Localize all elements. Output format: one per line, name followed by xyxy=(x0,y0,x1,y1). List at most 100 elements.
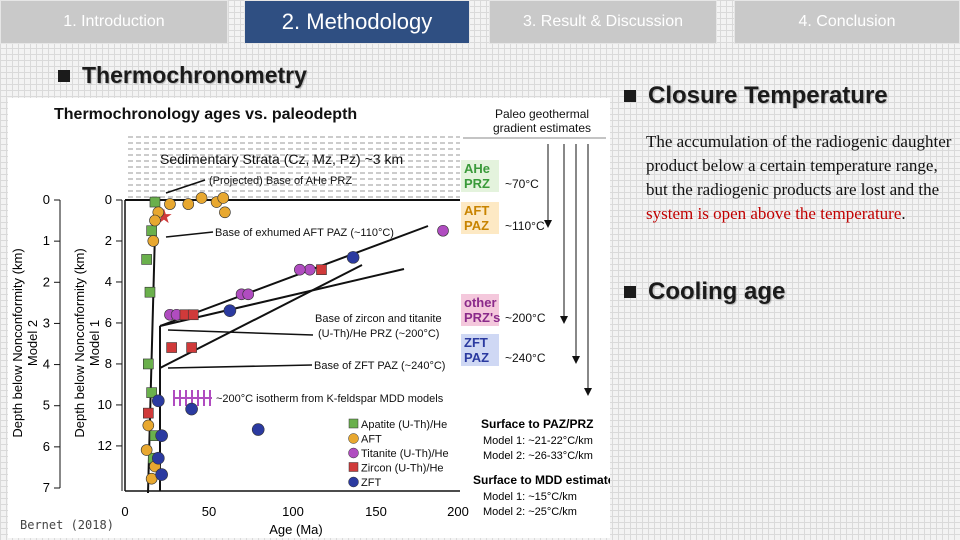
arrow-zircon-titanite xyxy=(167,329,314,336)
square-bullet-icon xyxy=(624,286,636,298)
data-point-titanite xyxy=(242,288,255,301)
legend-label: ZFT xyxy=(361,477,381,489)
arrow-ahe-prz xyxy=(165,179,206,194)
y-tick-label-model1: 10 xyxy=(98,397,112,412)
x-tick-label: 100 xyxy=(282,504,304,519)
annotation-ahe-prz: (Projected) Base of AHe PRZ xyxy=(209,175,352,187)
data-point-zfs xyxy=(223,304,237,317)
legend-swatch xyxy=(348,418,359,429)
data-point-zfs xyxy=(155,429,168,442)
data-point-zfs xyxy=(346,251,360,264)
y-axis-label-model1: Depth below Nonconformity (km) xyxy=(72,248,87,437)
zone-box xyxy=(461,334,499,366)
annotation-zft-paz: Base of ZFT PAZ (~240°C) xyxy=(314,360,445,372)
legend-label: Apatite (U-Th)/He xyxy=(361,419,447,431)
data-point-zfs xyxy=(152,394,165,408)
heading-text: Thermochronometry xyxy=(82,62,307,88)
zone-temperature: ~200°C xyxy=(505,311,546,325)
annotation-mdd: ~200°C isotherm from K-feldspar MDD mode… xyxy=(216,393,444,405)
data-point-aft xyxy=(217,192,230,204)
data-point-apatite xyxy=(143,358,154,370)
y-tick-label-model1: 8 xyxy=(105,356,112,371)
legend-label: Titanite (U-Th)/He xyxy=(361,448,449,460)
zone-label: PAZ xyxy=(464,350,489,365)
y-axis-label-model2: Depth below Nonconformity (km) xyxy=(10,248,25,437)
annotation-aft-paz: Base of exhumed AFT PAZ (~110°C) xyxy=(215,227,394,239)
zone-box xyxy=(461,202,499,234)
legend-swatch xyxy=(348,433,359,444)
y-tick-label-model1: 2 xyxy=(105,233,112,248)
surface-mdd-model2: Model 2: ~25°C/km xyxy=(483,506,577,518)
figure-title: Thermochronology ages vs. paleodepth xyxy=(54,106,357,123)
data-point-aft xyxy=(195,192,208,204)
data-point-titanite xyxy=(294,263,306,276)
zone-label: PRZ's xyxy=(464,310,500,325)
zone-label: AFT xyxy=(464,203,489,218)
zone-temperature: ~110°C xyxy=(505,219,545,233)
heading-text: Closure Temperature xyxy=(648,82,888,109)
section-heading-cooling-age: Cooling age xyxy=(624,278,785,306)
surface-paz-title: Surface to PAZ/PRZ xyxy=(481,417,593,431)
zone-label: AHe xyxy=(464,161,490,176)
legend-label: Zircon (U-Th)/He xyxy=(361,463,444,475)
zone-label: PAZ xyxy=(464,218,489,233)
surface-paz-model2: Model 2: ~26-33°C/km xyxy=(483,450,593,462)
x-tick-label: 0 xyxy=(121,504,128,519)
x-axis-label: Age (Ma) xyxy=(269,522,322,537)
data-points xyxy=(140,192,449,485)
closure-temperature-definition: The accumulation of the radiogenic daugh… xyxy=(646,130,956,226)
tab-result-discussion[interactable]: 3. Result & Discussion xyxy=(489,0,717,44)
legend-swatch xyxy=(348,462,359,472)
strata-label: Sedimentary Strata (Cz, Mz, Pz) ~3 km xyxy=(160,151,403,167)
y-tick-label-model1: 12 xyxy=(98,438,112,453)
x-tick-label: 150 xyxy=(365,504,387,519)
data-point-zircon xyxy=(187,309,199,321)
y-tick-label-model2: 6 xyxy=(43,439,50,454)
data-point-titanite xyxy=(304,263,316,276)
legend-label: AFT xyxy=(361,434,382,446)
y-ticks-model1: 0 2 4 6 8 10 12 xyxy=(98,192,123,491)
data-point-zfs xyxy=(251,423,265,436)
y-tick-label-model1: 0 xyxy=(105,192,112,207)
legend-swatch xyxy=(348,476,359,488)
data-point-zircon xyxy=(143,407,154,419)
surface-mdd-model1: Model 1: ~15°C/km xyxy=(483,491,577,503)
heading-text: Cooling age xyxy=(648,278,786,305)
closure-text-highlight-2: open above the temperature xyxy=(713,204,902,223)
closure-text-highlight-1: system is xyxy=(646,204,709,223)
data-point-apatite xyxy=(146,387,157,398)
gradient-arrows xyxy=(544,144,592,396)
zone-box xyxy=(461,160,499,192)
square-bullet-icon xyxy=(58,69,70,82)
closure-text-plain: The accumulation of the radiogenic daugh… xyxy=(646,132,952,199)
x-ticks: 0 50 100 150 200 xyxy=(121,504,468,519)
section-heading-closure-temperature: Closure Temperature xyxy=(624,82,888,110)
section-heading-thermochronometry: Thermochronometry xyxy=(58,62,307,89)
data-point-zfs xyxy=(155,468,168,481)
data-point-aft xyxy=(219,206,231,219)
y-tick-label-model2: 7 xyxy=(43,480,50,495)
y-axis-sublabel-model2: Model 2 xyxy=(25,320,40,366)
tab-introduction[interactable]: 1. Introduction xyxy=(0,0,228,44)
trend-line-zircon xyxy=(159,268,405,327)
data-point-zircon xyxy=(316,264,327,275)
data-point-aft xyxy=(149,214,161,227)
y-tick-label-model2: 0 xyxy=(43,192,50,207)
figure-svg: Thermochronology ages vs. paleodepth Sed… xyxy=(10,106,615,537)
zone-label: ZFT xyxy=(464,335,488,350)
data-point-zfs xyxy=(152,451,165,465)
data-point-aft xyxy=(164,198,176,210)
tab-conclusion[interactable]: 4. Conclusion xyxy=(734,0,960,44)
y-tick-label-model1: 6 xyxy=(105,315,112,330)
zone-box xyxy=(461,294,499,326)
data-point-apatite xyxy=(141,254,152,265)
zone-label: other xyxy=(464,295,497,310)
square-bullet-icon xyxy=(624,90,636,102)
zones-header-line2: gradient estimates xyxy=(493,121,591,135)
zone-temperature: ~240°C xyxy=(505,351,546,365)
data-point-aft xyxy=(140,444,153,456)
thermochronology-figure: Thermochronology ages vs. paleodepth Sed… xyxy=(8,98,615,538)
tab-methodology[interactable]: 2. Methodology xyxy=(244,0,470,44)
y-tick-label-model2: 3 xyxy=(43,315,50,330)
